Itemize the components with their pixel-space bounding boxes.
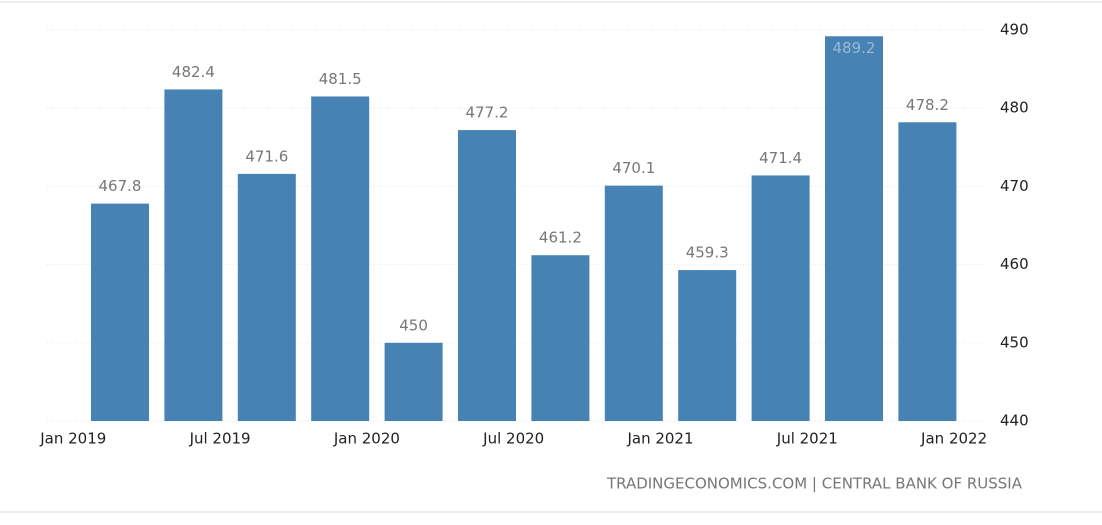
value-label: 481.5 [319, 70, 362, 88]
bar [237, 173, 296, 421]
value-label: 461.2 [539, 229, 582, 247]
x-tick-label: Jan 2020 [333, 430, 400, 448]
value-label: 482.4 [172, 63, 215, 81]
value-label: 470.1 [612, 159, 655, 177]
value-label: 478.2 [906, 96, 949, 114]
x-tick-label: Jan 2021 [626, 430, 693, 448]
value-label: 477.2 [466, 104, 509, 122]
bar [751, 175, 810, 421]
source: TRADINGECONOMICS.COM | CENTRAL BANK OF R… [606, 475, 1023, 493]
x-tick-label: Jan 2019 [39, 430, 106, 448]
value-label: 489.2 [833, 39, 876, 57]
x-tick-label: Jan 2022 [920, 430, 987, 448]
value-label: 471.6 [245, 147, 288, 165]
y-tick-label: 490 [1000, 21, 1029, 39]
bar [898, 122, 957, 421]
y-tick-label: 460 [1000, 255, 1029, 273]
y-tick-label: 470 [1000, 177, 1029, 195]
bar [531, 255, 590, 421]
y-tick-label: 450 [1000, 333, 1029, 351]
y-tick-label: 440 [1000, 412, 1029, 430]
bar [678, 270, 737, 421]
bar [825, 36, 883, 421]
bar [384, 342, 443, 421]
bar [458, 130, 516, 421]
y-tick-label: 480 [1000, 99, 1029, 117]
x-tick-label: Jul 2021 [776, 430, 838, 448]
x-tick-label: Jul 2020 [482, 430, 544, 448]
bar [311, 96, 370, 421]
x-tick-label: Jul 2019 [189, 430, 251, 448]
value-label: 450 [399, 316, 428, 334]
bar [91, 203, 149, 421]
value-label: 471.4 [759, 149, 802, 167]
bar [164, 89, 223, 421]
bar [604, 185, 663, 421]
value-label: 467.8 [99, 177, 142, 195]
value-label: 459.3 [686, 244, 729, 262]
